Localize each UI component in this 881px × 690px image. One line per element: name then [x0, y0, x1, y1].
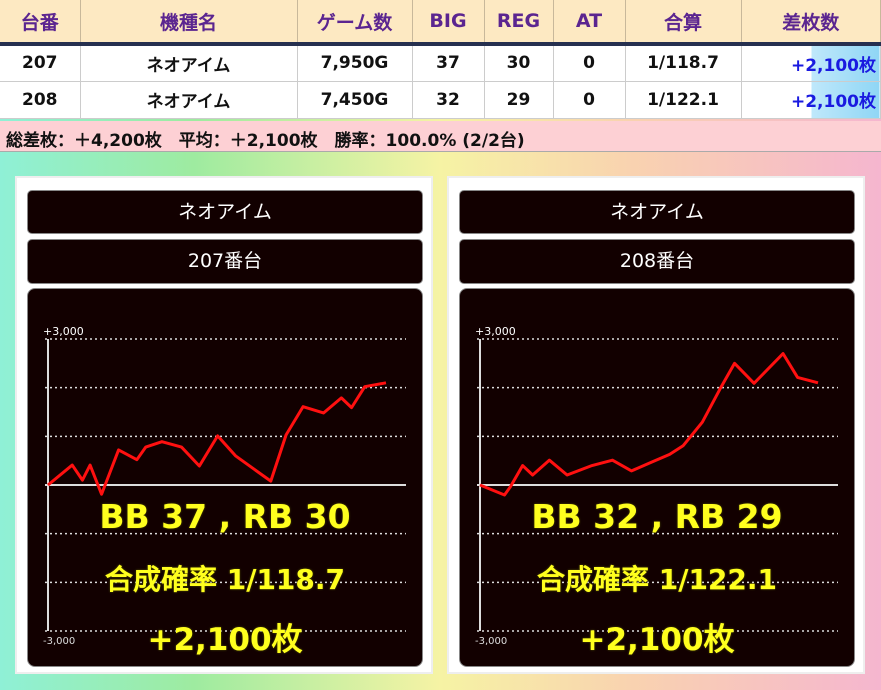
col-diff[interactable]: 差枚数	[741, 0, 881, 46]
cell-machine: ネオアイム	[80, 44, 298, 82]
col-at[interactable]: AT	[553, 0, 626, 46]
cell-games: 7,950G	[297, 44, 413, 82]
bonus-count: BB 32 , RB 29	[531, 497, 783, 536]
combined-prob: 合成確率 1/118.7	[104, 563, 346, 596]
cell-unit: 207	[0, 44, 81, 82]
cell-diff: +2,100枚	[741, 81, 881, 119]
cell-big: 37	[412, 44, 485, 82]
cell-unit: 208	[0, 81, 81, 119]
col-big[interactable]: BIG	[412, 0, 485, 46]
cell-at: 0	[553, 44, 626, 82]
cell-diff: +2,100枚	[741, 44, 881, 82]
unit-label: 208番台	[459, 239, 855, 284]
col-unit[interactable]: 台番	[0, 0, 81, 46]
cell-reg: 30	[484, 44, 554, 82]
unit-label: 207番台	[27, 239, 423, 284]
table-header: 台番 機種名 ゲーム数 BIG REG AT 合算 差枚数	[0, 0, 881, 46]
ytick-label-bottom: -3,000	[475, 636, 507, 647]
bonus-count: BB 37 , RB 30	[99, 497, 351, 536]
chart-area: +3,000 -3,000 BB 37 , RB 30 合成確率 1/118.7 …	[27, 288, 423, 667]
col-machine[interactable]: 機種名	[80, 0, 298, 46]
diff-total: +2,100枚	[579, 622, 735, 658]
chart-card-208: ネオアイム 208番台 +3,000 -3,000 BB 32 , RB 29 合…	[447, 176, 865, 674]
machine-name: ネオアイム	[459, 190, 855, 234]
machine-name: ネオアイム	[27, 190, 423, 234]
cell-combined: 1/122.1	[625, 81, 742, 119]
data-line	[479, 352, 819, 497]
cell-games: 7,450G	[297, 81, 413, 119]
ytick-label-top: +3,000	[475, 325, 516, 338]
summary-bar: 総差枚：＋4,200枚 平均：＋2,100枚 勝率：100.0% (2/2台)	[0, 121, 881, 152]
cell-machine: ネオアイム	[80, 81, 298, 119]
col-reg[interactable]: REG	[484, 0, 554, 46]
data-line	[47, 381, 387, 496]
chart-card-207: ネオアイム 207番台 +3,000 -3,000 BB 37 , RB 30 合…	[15, 176, 433, 674]
slump-chart: +3,000 -3,000	[43, 325, 406, 647]
table-row[interactable]: 207 ネオアイム 7,950G 37 30 0 1/118.7 +2,100枚	[0, 44, 881, 82]
slump-chart: +3,000 -3,000	[475, 325, 838, 647]
ytick-label-top: +3,000	[43, 325, 84, 338]
results-table: 台番 機種名 ゲーム数 BIG REG AT 合算 差枚数 207 ネオアイム …	[0, 0, 881, 119]
cell-combined: 1/118.7	[625, 44, 742, 82]
cell-at: 0	[553, 81, 626, 119]
ytick-label-bottom: -3,000	[43, 636, 75, 647]
combined-prob: 合成確率 1/122.1	[536, 563, 778, 596]
col-games[interactable]: ゲーム数	[297, 0, 413, 46]
col-combined[interactable]: 合算	[625, 0, 742, 46]
cell-big: 32	[412, 81, 485, 119]
diff-total: +2,100枚	[147, 622, 303, 658]
cell-reg: 29	[484, 81, 554, 119]
chart-area: +3,000 -3,000 BB 32 , RB 29 合成確率 1/122.1 …	[459, 288, 855, 667]
table-row[interactable]: 208 ネオアイム 7,450G 32 29 0 1/122.1 +2,100枚	[0, 81, 881, 119]
